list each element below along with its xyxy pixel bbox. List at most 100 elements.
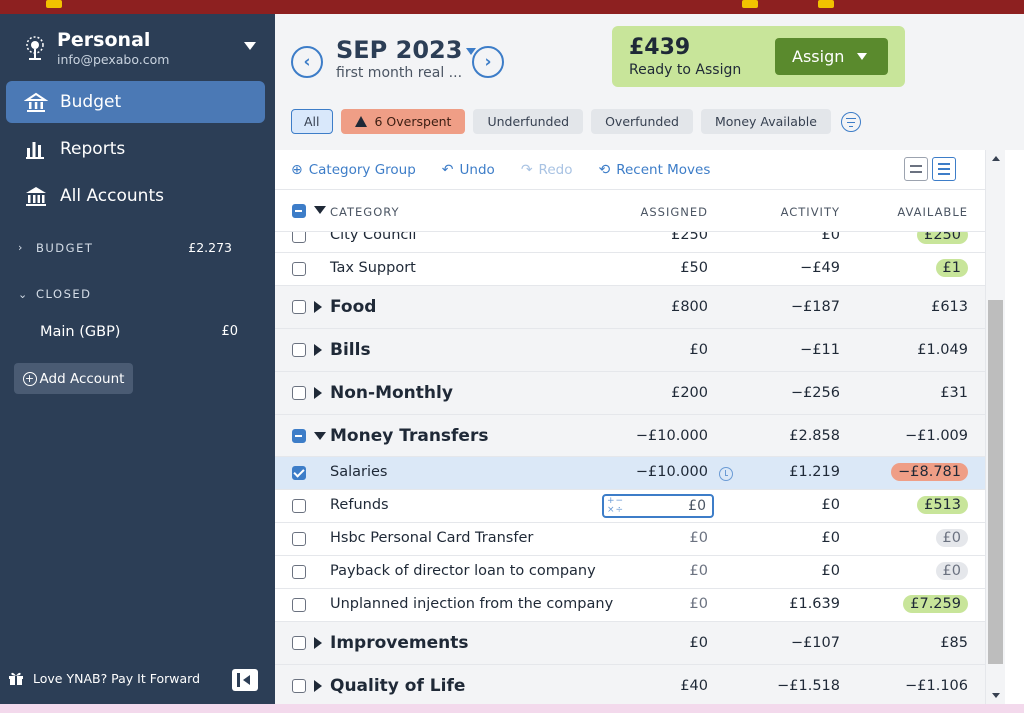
nav-reports[interactable]: Reports: [6, 128, 265, 170]
filter-money-available[interactable]: Money Available: [700, 109, 831, 134]
nav-all-accounts[interactable]: All Accounts: [6, 175, 265, 217]
row-checkbox[interactable]: [292, 232, 306, 243]
category-row[interactable]: Payback of director loan to company £0 £…: [275, 556, 985, 589]
activity-value[interactable]: £0: [821, 232, 840, 243]
row-checkbox[interactable]: [292, 343, 306, 357]
row-checkbox[interactable]: [292, 532, 306, 546]
assigned-value: £200: [671, 385, 708, 401]
row-checkbox[interactable]: [292, 636, 306, 650]
assigned-input-value[interactable]: £0: [688, 498, 706, 514]
category-group-row[interactable]: Bills £0 −£11 £1.049: [275, 329, 985, 372]
browser-bottom-strip: [0, 704, 1024, 713]
pay-it-forward-link[interactable]: Love YNAB? Pay It Forward: [8, 670, 268, 686]
activity-value[interactable]: £0: [821, 530, 840, 546]
category-row[interactable]: Tax Support £50 −£49 £1: [275, 253, 985, 286]
vertical-scrollbar[interactable]: [985, 150, 1005, 704]
recent-moves-label: Recent Moves: [616, 161, 711, 178]
assigned-value[interactable]: £50: [680, 260, 708, 276]
assigned-value: −£10.000: [635, 428, 708, 444]
filter-overfunded[interactable]: Overfunded: [591, 109, 693, 134]
scroll-down-icon[interactable]: [992, 693, 1000, 698]
filter-underfunded[interactable]: Underfunded: [473, 109, 584, 134]
assign-history-icon[interactable]: [719, 467, 733, 481]
available-pill[interactable]: £513: [917, 496, 968, 514]
ynab-tree-icon: [26, 36, 44, 60]
row-checkbox[interactable]: [292, 300, 306, 314]
category-row[interactable]: City Council £250 £0 £250: [275, 232, 985, 253]
assign-button[interactable]: Assign: [775, 38, 888, 75]
row-checkbox[interactable]: [292, 262, 306, 276]
row-checkbox[interactable]: [292, 565, 306, 579]
activity-value[interactable]: £1.639: [789, 596, 840, 612]
assigned-value[interactable]: £0: [689, 563, 708, 579]
activity-value[interactable]: £0: [821, 563, 840, 579]
view-toggle: [904, 157, 960, 181]
category-row[interactable]: Unplanned injection from the company £0 …: [275, 589, 985, 622]
activity-value[interactable]: −£49: [800, 260, 840, 276]
row-checkbox[interactable]: [292, 598, 306, 612]
available-pill[interactable]: £7.259: [903, 595, 968, 613]
assigned-value[interactable]: £250: [671, 232, 708, 243]
row-checkbox[interactable]: [292, 466, 306, 480]
caret-down-icon: [857, 53, 867, 60]
available-pill[interactable]: £0: [935, 562, 968, 580]
add-category-group-label: Category Group: [308, 161, 416, 178]
category-row[interactable]: Hsbc Personal Card Transfer £0 £0 £0: [275, 523, 985, 556]
scrollbar-thumb[interactable]: [988, 300, 1003, 664]
available-pill[interactable]: −£8.781: [891, 463, 968, 481]
category-group-row[interactable]: Money Transfers −£10.000 £2.858 −£1.009: [275, 415, 985, 457]
assigned-value[interactable]: −£10.000: [635, 464, 708, 480]
caret-down-icon[interactable]: [244, 42, 256, 50]
calculator-icon[interactable]: +− ×÷: [607, 496, 625, 515]
collapse-all-icon[interactable]: [314, 206, 326, 214]
assigned-value[interactable]: £0: [689, 530, 708, 546]
available-pill[interactable]: £0: [935, 529, 968, 547]
available-value: £85: [940, 635, 968, 651]
caret-right-icon[interactable]: [314, 344, 322, 356]
add-account-label: Add Account: [39, 370, 125, 387]
category-group-row[interactable]: Improvements £0 −£107 £85: [275, 622, 985, 665]
recent-moves-button[interactable]: ⟲ Recent Moves: [598, 162, 710, 178]
caret-right-icon[interactable]: [314, 387, 322, 399]
row-checkbox[interactable]: [292, 499, 306, 513]
caret-right-icon[interactable]: [314, 637, 322, 649]
add-account-button[interactable]: + Add Account: [14, 363, 133, 394]
next-month-button[interactable]: ›: [472, 46, 504, 78]
activity-value[interactable]: £1.219: [789, 464, 840, 480]
nav-budget[interactable]: Budget: [6, 81, 265, 123]
available-pill[interactable]: £250: [917, 232, 968, 244]
budget-section-toggle[interactable]: › BUDGET £2.273: [18, 240, 250, 255]
scroll-up-icon[interactable]: [992, 156, 1000, 161]
caret-down-icon[interactable]: [314, 432, 326, 440]
row-checkbox[interactable]: [292, 429, 306, 443]
account-main-gbp[interactable]: Main (GBP) £0: [40, 324, 238, 340]
caret-right-icon[interactable]: [314, 301, 322, 313]
month-selector[interactable]: SEP 2023: [336, 36, 477, 64]
undo-button[interactable]: ↶ Undo: [442, 162, 495, 178]
category-row-selected[interactable]: Salaries −£10.000 £1.219 −£8.781: [275, 457, 985, 490]
row-checkbox[interactable]: [292, 386, 306, 400]
assigned-input[interactable]: +− ×÷ £0: [602, 494, 714, 518]
prev-month-button[interactable]: ‹: [291, 46, 323, 78]
collapse-sidebar-icon[interactable]: [232, 669, 258, 691]
closed-section-toggle[interactable]: ⌄ CLOSED: [18, 287, 250, 301]
month-note[interactable]: first month real ...: [336, 65, 463, 81]
compact-view-icon[interactable]: [904, 157, 928, 181]
filter-settings-icon[interactable]: [840, 111, 861, 132]
account-switcher[interactable]: Personal info@pexabo.com: [22, 28, 262, 72]
redo-button[interactable]: ↷ Redo: [521, 162, 573, 178]
select-all-checkbox[interactable]: [292, 204, 306, 218]
expanded-view-icon[interactable]: [932, 157, 956, 181]
row-checkbox[interactable]: [292, 679, 306, 693]
assigned-value[interactable]: £0: [689, 596, 708, 612]
category-group-row[interactable]: Quality of Life £40 −£1.518 −£1.106: [275, 665, 985, 704]
category-group-row[interactable]: Food £800 −£187 £613: [275, 286, 985, 329]
filter-overspent[interactable]: 6 Overspent: [340, 109, 466, 134]
add-category-group-button[interactable]: ⊕ Category Group: [291, 162, 416, 178]
filter-all[interactable]: All: [291, 109, 333, 134]
activity-value[interactable]: £0: [821, 497, 840, 513]
available-pill[interactable]: £1: [935, 259, 968, 277]
category-row[interactable]: Refunds +− ×÷ £0 £0 £513: [275, 490, 985, 523]
caret-right-icon[interactable]: [314, 680, 322, 692]
category-group-row[interactable]: Non-Monthly £200 −£256 £31: [275, 372, 985, 415]
